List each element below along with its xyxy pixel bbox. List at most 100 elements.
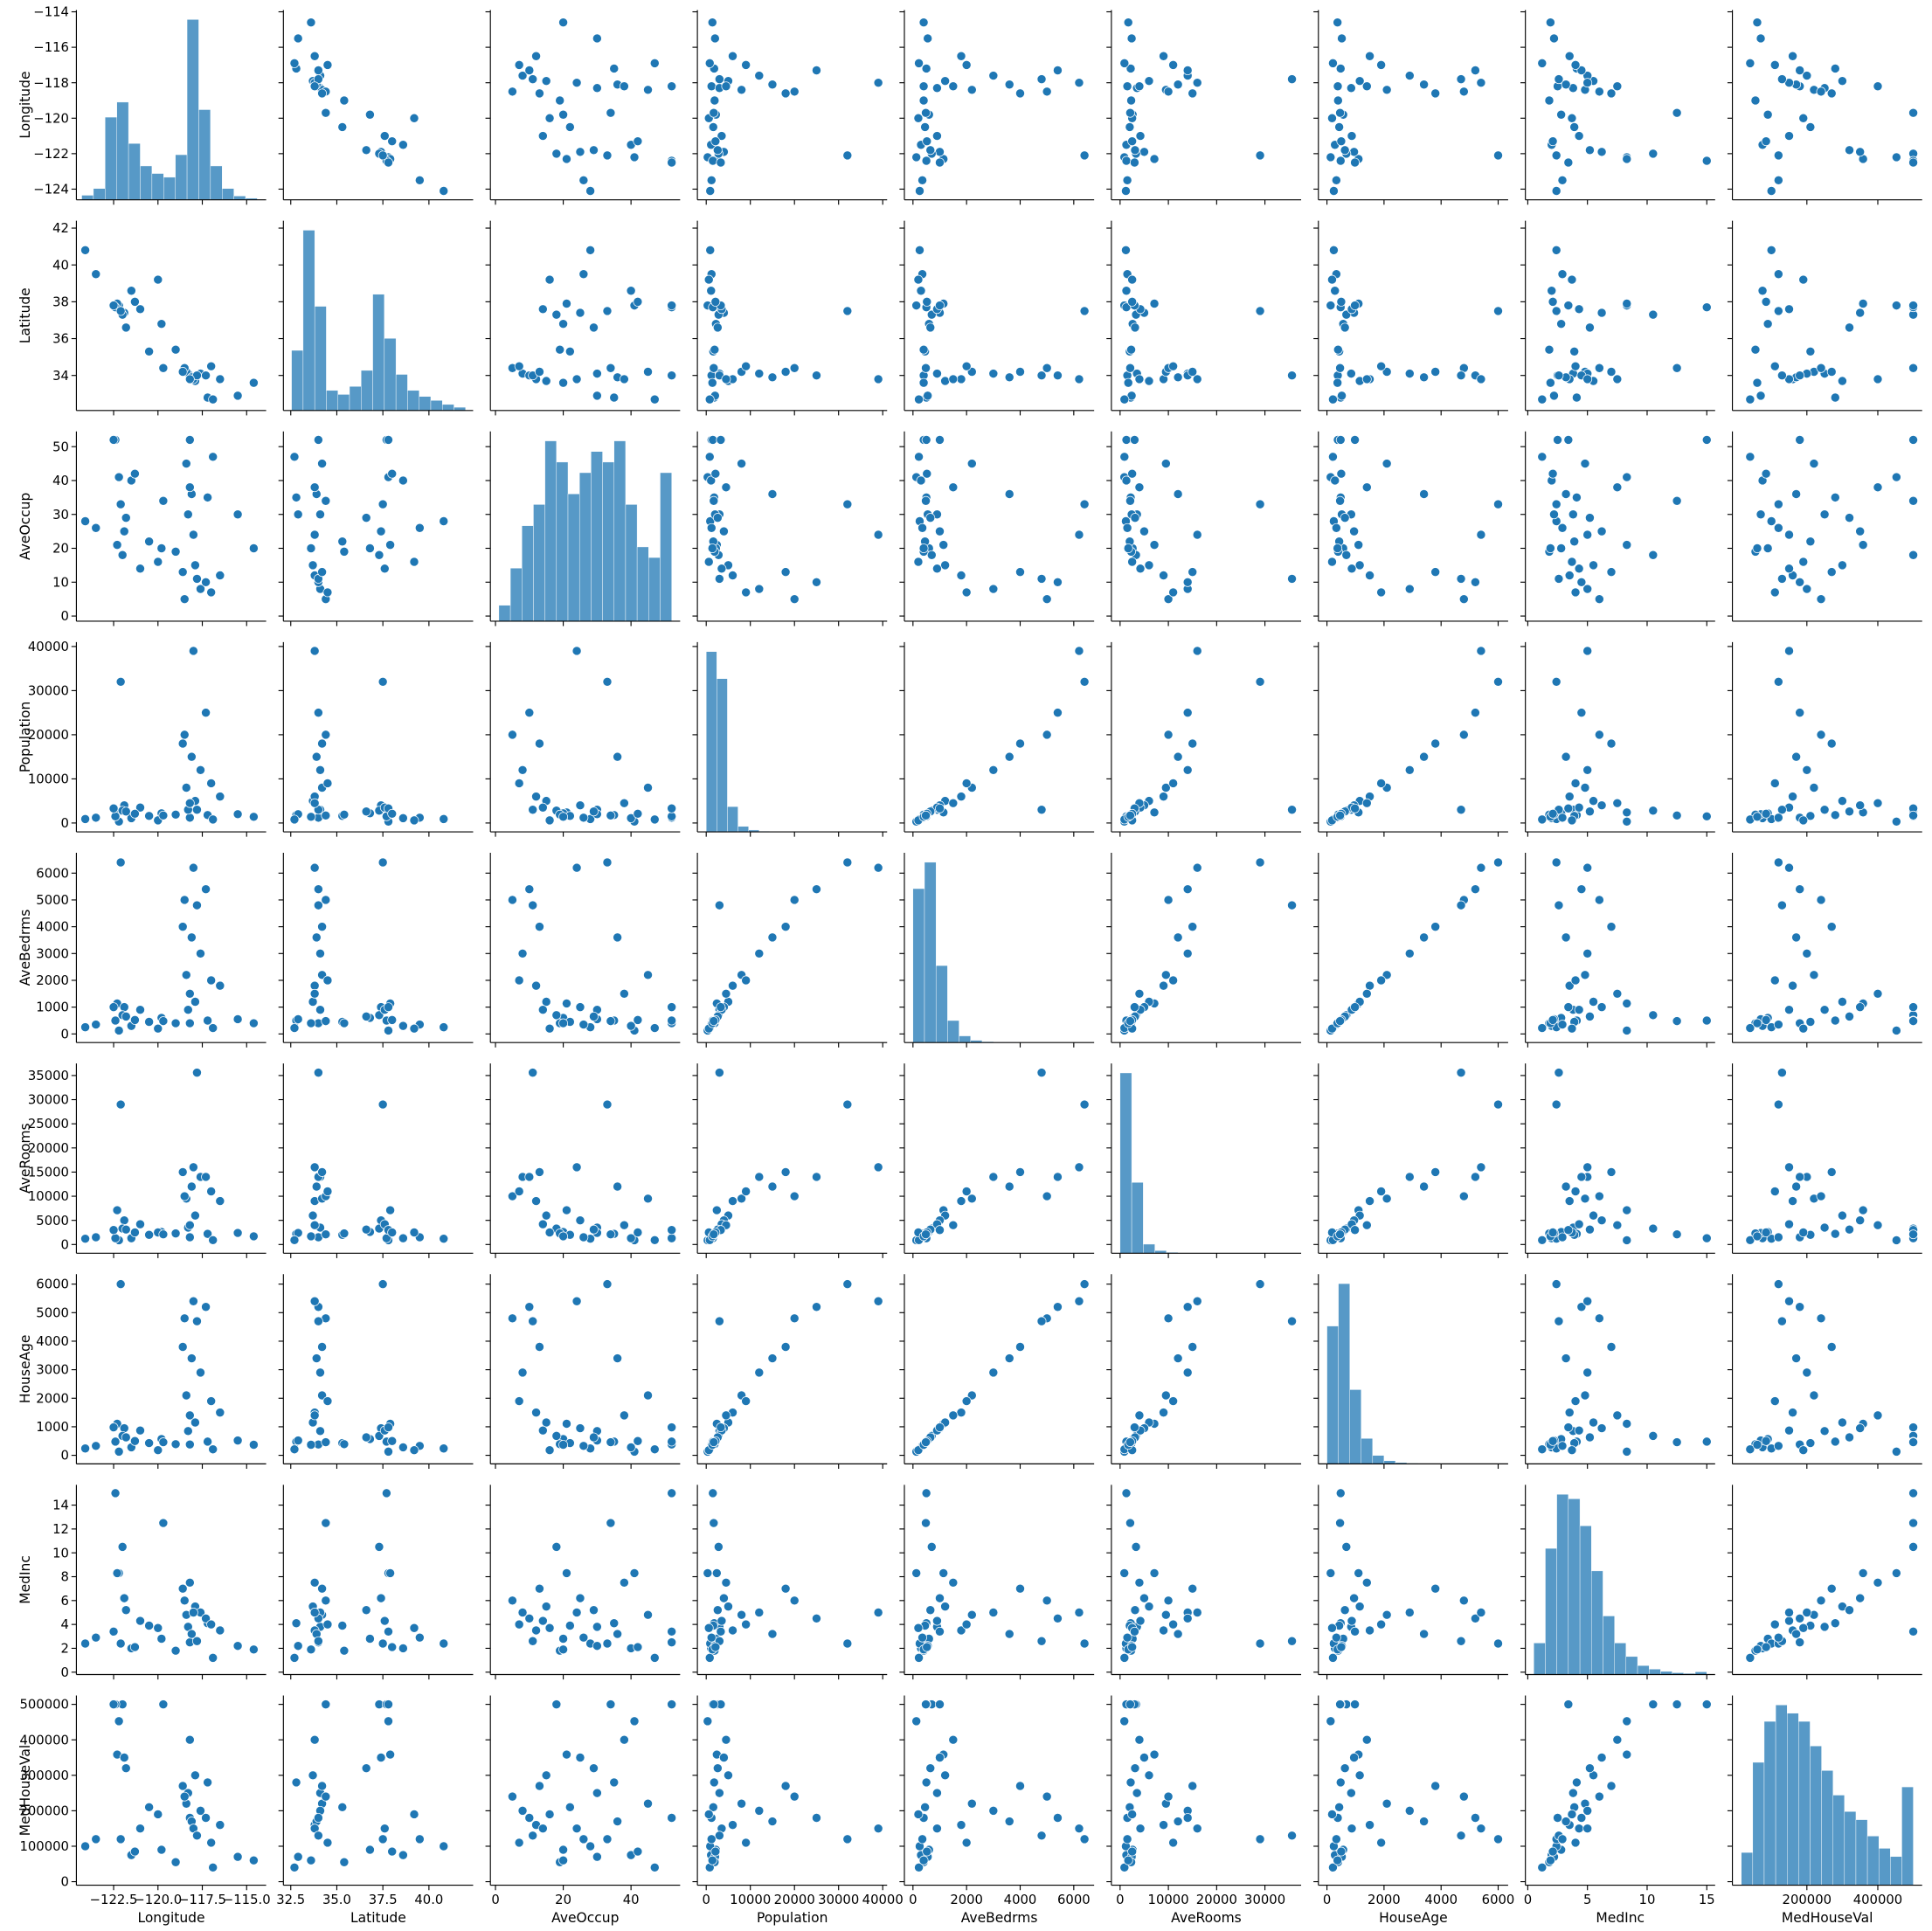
scatter-point [1134,1577,1145,1588]
scatter-point [1079,1638,1090,1649]
y-tick-label: 30000 [28,683,69,698]
scatter-point [706,81,717,92]
scatter-point [920,1802,931,1812]
panel [278,431,474,626]
scatter-point [575,1753,585,1762]
scatter-point [308,1210,318,1221]
scatter-point [387,1436,398,1446]
histogram-bar [556,461,569,622]
x-tick-label: 0 [702,1893,710,1907]
scatter-point [1125,1016,1135,1027]
scatter-point [1381,85,1392,95]
y-tick-label: 10 [52,1546,69,1561]
scatter-point [1079,150,1090,161]
scatter-point [1159,792,1168,802]
scatter-point [1584,1763,1595,1774]
scatter-point [1819,1005,1830,1015]
scatter-point [1802,765,1812,775]
scatter-point [708,1488,718,1498]
scatter-point [1004,751,1014,762]
scatter-point [842,499,853,509]
scatter-point [115,1099,126,1110]
scatter-point [208,1652,218,1663]
scatter-point [1584,1224,1595,1235]
scatter-point [1563,803,1574,813]
scatter-point [1173,932,1183,943]
scatter-point [1769,779,1780,788]
scatter-point [1125,495,1135,506]
scatter-point [129,468,140,479]
scatter-point [1134,1410,1145,1421]
scatter-point [309,1577,320,1588]
scatter-point [1855,1423,1866,1433]
scatter-point [706,286,717,296]
scatter-point [1574,802,1584,813]
scatter-point [916,475,926,486]
scatter-point [1135,564,1146,574]
scatter-point [398,1443,408,1452]
scatter-point [1123,17,1133,28]
scatter-point [1121,475,1132,486]
scatter-point [1335,64,1346,73]
scatter-point [1596,147,1607,157]
scatter-point [1761,1014,1771,1025]
panel [1520,431,1715,626]
scatter-point [643,85,653,95]
scatter-point [108,434,119,445]
scatter-point [1750,344,1761,355]
scatter-point [119,1423,129,1433]
scatter-point [339,1857,350,1867]
histogram-bar [947,1020,959,1043]
scatter-point [575,1215,585,1226]
x-tick-label: −120.0 [134,1893,182,1907]
scatter-point [703,557,714,567]
panel [899,1063,1095,1258]
scatter-point [387,1846,398,1857]
y-axis-label: AveBedrms [17,910,33,986]
scatter-point [1612,1734,1623,1745]
scatter-point [507,87,517,97]
scatter-point [558,319,569,329]
scatter-point [1858,1205,1868,1215]
scatter-point [767,1181,778,1192]
scatter-point [1255,1638,1265,1649]
scatter-point [1036,805,1047,815]
scatter-point [1537,814,1548,825]
scatter-point [190,997,200,1007]
scatter-point [741,59,751,70]
scatter-point [1594,1313,1604,1324]
scatter-point [602,150,613,161]
scatter-point [384,1026,393,1035]
scatter-point [592,369,602,379]
scatter-point [1563,301,1574,311]
histogram-bar [1649,1669,1661,1675]
scatter-point [384,1446,393,1457]
scatter-point [537,1219,548,1229]
y-tick-label: 0 [61,609,69,624]
scatter-point [232,809,243,820]
scatter-point [578,175,589,185]
scatter-point [544,113,555,123]
scatter-point [1287,900,1297,910]
scatter-point [1335,363,1346,373]
scatter-point [1376,361,1387,371]
scatter-point [602,1279,613,1290]
scatter-point [1622,1205,1632,1215]
scatter-point [439,1443,449,1454]
scatter-point [1757,286,1768,296]
scatter-point [108,301,119,311]
scatter-point [1576,884,1587,895]
scatter-point [562,1205,571,1215]
scatter-point [592,391,602,401]
scatter-point [609,64,620,73]
scatter-point [1788,1196,1797,1207]
scatter-point [918,344,929,355]
scatter-point [1773,1632,1783,1643]
scatter-point [1365,571,1375,580]
scatter-point [1079,1834,1090,1844]
scatter-point [215,374,225,384]
scatter-point [1564,792,1575,802]
x-tick-label: 2000 [1368,1893,1401,1907]
histogram-bar [578,472,592,622]
scatter-point [115,857,126,868]
